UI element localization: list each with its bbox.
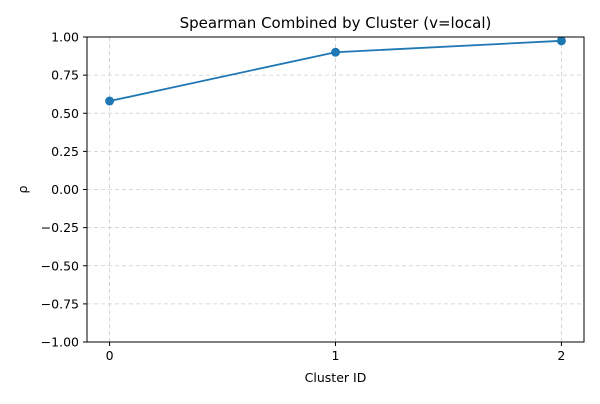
grid-lines xyxy=(87,36,584,343)
y-tick-label: −0.25 xyxy=(41,220,79,235)
y-axis-label: ρ xyxy=(15,185,30,193)
series-layer xyxy=(105,36,566,106)
y-tick-label: 0.00 xyxy=(51,182,79,197)
data-point xyxy=(105,96,115,106)
y-tick-label: 0.75 xyxy=(51,68,79,83)
x-axis-ticks: 0 1 2 xyxy=(106,342,565,363)
y-tick-label: −0.75 xyxy=(41,296,79,311)
y-tick-label: −0.50 xyxy=(41,258,79,273)
y-tick-label: 1.00 xyxy=(51,30,79,45)
x-tick-label: 0 xyxy=(106,348,114,363)
chart-title: Spearman Combined by Cluster (v=local) xyxy=(180,14,492,32)
y-tick-label: 0.50 xyxy=(51,106,79,121)
y-tick-label: −1.00 xyxy=(41,335,79,350)
data-point xyxy=(331,47,340,57)
data-point xyxy=(556,36,566,46)
x-tick-label: 2 xyxy=(557,348,565,363)
x-tick-label: 1 xyxy=(332,348,340,363)
y-tick-label: 0.25 xyxy=(51,144,79,159)
y-axis-ticks: −1.00 −0.75 −0.50 −0.25 0.00 0.25 0.50 0.75 1.00 xyxy=(41,30,87,350)
x-axis-label: Cluster ID xyxy=(305,370,367,385)
